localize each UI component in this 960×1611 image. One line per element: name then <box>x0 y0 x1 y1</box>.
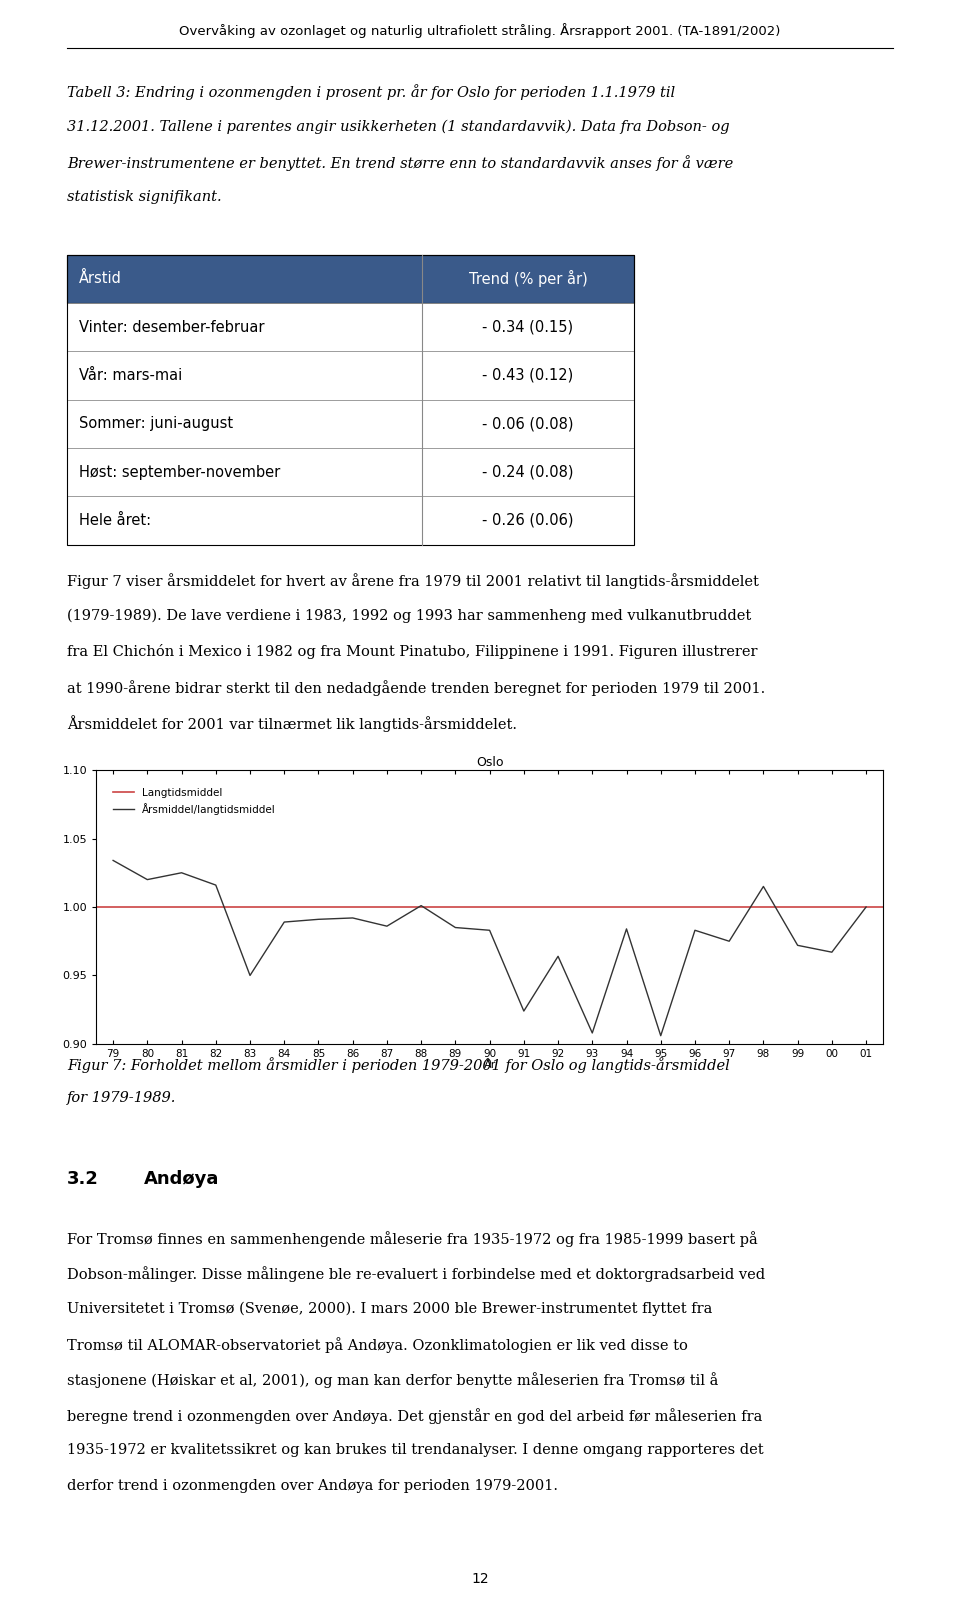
Text: at 1990-årene bidrar sterkt til den nedadgående trenden beregnet for perioden 19: at 1990-årene bidrar sterkt til den neda… <box>67 680 765 696</box>
Text: Sommer: juni-august: Sommer: juni-august <box>79 416 233 432</box>
Text: 1935-1972 er kvalitetssikret og kan brukes til trendanalyser. I denne omgang rap: 1935-1972 er kvalitetssikret og kan bruk… <box>67 1443 764 1458</box>
Årsmiddel/langtidsmiddel <box>757 876 769 896</box>
Text: Årsmiddelet for 2001 var tilnærmet lik langtids-årsmiddelet.: Årsmiddelet for 2001 var tilnærmet lik l… <box>67 715 517 731</box>
Årsmiddel/langtidsmiddel <box>518 1002 530 1021</box>
Text: derfor trend i ozonmengden over Andøya for perioden 1979-2001.: derfor trend i ozonmengden over Andøya f… <box>67 1479 558 1493</box>
Årsmiddel/langtidsmiddel <box>552 947 564 967</box>
Årsmiddel/langtidsmiddel <box>244 967 255 986</box>
Bar <box>67 351 634 400</box>
Text: Dobson-målinger. Disse målingene ble re-evaluert i forbindelse med et doktorgrad: Dobson-målinger. Disse målingene ble re-… <box>67 1266 765 1282</box>
Text: 3.2: 3.2 <box>67 1170 99 1187</box>
X-axis label: År: År <box>484 1060 495 1070</box>
Årsmiddel/langtidsmiddel <box>416 896 427 915</box>
Text: fra El Chichón i Mexico i 1982 og fra Mount Pinatubo, Filippinene i 1991. Figure: fra El Chichón i Mexico i 1982 og fra Mo… <box>67 644 757 659</box>
Årsmiddel/langtidsmiddel <box>278 912 290 931</box>
Årsmiddel/langtidsmiddel <box>587 1023 598 1042</box>
Text: Trend (% per år): Trend (% per år) <box>468 271 588 287</box>
Årsmiddel/langtidsmiddel <box>724 931 735 950</box>
Text: Figur 7: Forholdet mellom årsmidler i perioden 1979-2001 for Oslo og langtids-år: Figur 7: Forholdet mellom årsmidler i pe… <box>67 1057 730 1073</box>
Bar <box>67 255 634 303</box>
Text: Vinter: desember-februar: Vinter: desember-februar <box>79 319 264 335</box>
Text: - 0.26 (0.06): - 0.26 (0.06) <box>482 512 574 528</box>
Text: Tromsø til ALOMAR-observatoriet på Andøya. Ozonklimatologien er lik ved disse to: Tromsø til ALOMAR-observatoriet på Andøy… <box>67 1337 688 1353</box>
Langtidsmiddel <box>141 897 153 917</box>
Årsmiddel/langtidsmiddel <box>141 870 153 889</box>
Text: - 0.24 (0.08): - 0.24 (0.08) <box>482 464 574 480</box>
Årsmiddel/langtidsmiddel <box>176 863 187 883</box>
Text: Overvåking av ozonlaget og naturlig ultrafiolett stråling. Årsrapport 2001. (TA-: Overvåking av ozonlaget og naturlig ultr… <box>180 23 780 37</box>
Line: Årsmiddel/langtidsmiddel: Årsmiddel/langtidsmiddel <box>113 860 866 1036</box>
Text: Vår: mars-mai: Vår: mars-mai <box>79 367 182 383</box>
Text: Andøya: Andøya <box>144 1170 220 1187</box>
Årsmiddel/langtidsmiddel <box>689 920 701 939</box>
Bar <box>67 496 634 545</box>
Årsmiddel/langtidsmiddel <box>792 936 804 955</box>
Text: for 1979-1989.: for 1979-1989. <box>67 1091 177 1105</box>
Text: Høst: september-november: Høst: september-november <box>79 464 280 480</box>
Årsmiddel/langtidsmiddel <box>484 920 495 939</box>
Årsmiddel/langtidsmiddel <box>827 942 838 962</box>
Text: statistisk signifikant.: statistisk signifikant. <box>67 190 222 205</box>
Årsmiddel/langtidsmiddel <box>860 897 872 917</box>
Årsmiddel/langtidsmiddel <box>655 1026 666 1046</box>
Bar <box>67 303 634 351</box>
Årsmiddel/langtidsmiddel <box>621 920 633 939</box>
Årsmiddel/langtidsmiddel <box>347 909 358 928</box>
Text: - 0.34 (0.15): - 0.34 (0.15) <box>483 319 573 335</box>
Text: (1979-1989). De lave verdiene i 1983, 1992 og 1993 har sammenheng med vulkanutbr: (1979-1989). De lave verdiene i 1983, 19… <box>67 609 752 623</box>
Text: 31.12.2001. Tallene i parentes angir usikkerheten (1 standardavvik). Data fra Do: 31.12.2001. Tallene i parentes angir usi… <box>67 119 730 134</box>
Text: 12: 12 <box>471 1572 489 1587</box>
Årsmiddel/langtidsmiddel <box>210 875 222 894</box>
Text: stasjonene (Høiskar et al, 2001), og man kan derfor benytte måleserien fra Troms: stasjonene (Høiskar et al, 2001), og man… <box>67 1373 719 1389</box>
Årsmiddel/langtidsmiddel <box>449 918 461 938</box>
Text: Tabell 3: Endring i ozonmengden i prosent pr. år for Oslo for perioden 1.1.1979 : Tabell 3: Endring i ozonmengden i prosen… <box>67 84 675 100</box>
Bar <box>67 448 634 496</box>
Årsmiddel/langtidsmiddel <box>313 910 324 930</box>
Bar <box>67 400 634 448</box>
Text: Universitetet i Tromsø (Svenøe, 2000). I mars 2000 ble Brewer-instrumentet flytt: Universitetet i Tromsø (Svenøe, 2000). I… <box>67 1302 712 1316</box>
Text: - 0.43 (0.12): - 0.43 (0.12) <box>482 367 574 383</box>
Text: Figur 7 viser årsmiddelet for hvert av årene fra 1979 til 2001 relativt til lang: Figur 7 viser årsmiddelet for hvert av å… <box>67 574 759 590</box>
Årsmiddel/langtidsmiddel <box>381 917 393 936</box>
Bar <box>67 255 634 545</box>
Text: For Tromsø finnes en sammenhengende måleserie fra 1935-1972 og fra 1985-1999 bas: For Tromsø finnes en sammenhengende måle… <box>67 1231 758 1247</box>
Text: Brewer-instrumentene er benyttet. En trend større enn to standardavvik anses for: Brewer-instrumentene er benyttet. En tre… <box>67 155 733 171</box>
Title: Oslo: Oslo <box>476 756 503 768</box>
Text: - 0.06 (0.08): - 0.06 (0.08) <box>482 416 574 432</box>
Årsmiddel/langtidsmiddel <box>108 851 119 870</box>
Text: beregne trend i ozonmengden over Andøya. Det gjenstår en god del arbeid før måle: beregne trend i ozonmengden over Andøya.… <box>67 1408 762 1424</box>
Langtidsmiddel <box>108 897 119 917</box>
Text: Hele året:: Hele året: <box>79 512 151 528</box>
Legend: Langtidsmiddel, Årsmiddel/langtidsmiddel: Langtidsmiddel, Årsmiddel/langtidsmiddel <box>109 783 280 818</box>
Text: Årstid: Årstid <box>79 271 122 287</box>
